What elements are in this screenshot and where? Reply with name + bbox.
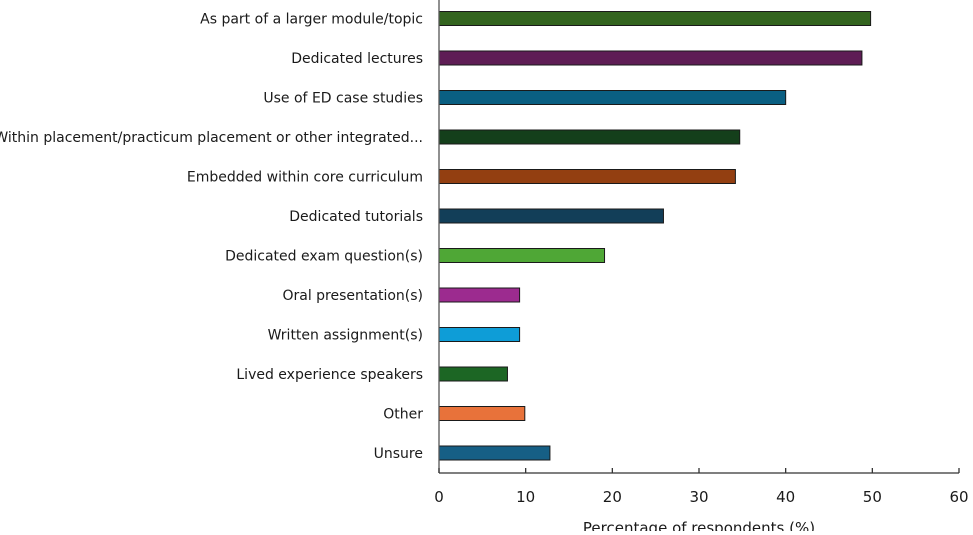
bars-group — [438, 11, 872, 461]
category-label-6: Dedicated tutorials — [289, 209, 423, 225]
x-tick-label-60: 60 — [949, 488, 968, 506]
bar-10 — [438, 366, 508, 382]
category-label-9: Written assignment(s) — [268, 328, 423, 344]
category-label-1: As part of a larger module/topic — [200, 12, 423, 28]
category-label-8: Oral presentation(s) — [282, 288, 423, 304]
bar-11 — [438, 406, 526, 421]
category-labels: As part of a larger module/topic Dedicate… — [0, 12, 423, 463]
category-label-10: Lived experience speakers — [236, 367, 423, 383]
bar-2 — [438, 50, 863, 66]
bar-9 — [438, 327, 521, 342]
category-label-12: Unsure — [374, 446, 423, 462]
category-label-2: Dedicated lectures — [291, 51, 423, 67]
bar-4 — [438, 129, 741, 145]
bar-1 — [438, 11, 872, 26]
category-label-5: Embedded within core curriculum — [187, 170, 423, 186]
x-tick-label-50: 50 — [863, 488, 882, 506]
category-label-11: Other — [383, 407, 423, 423]
bar-7 — [438, 248, 606, 263]
bar-3 — [438, 90, 787, 105]
category-label-3: Use of ED case studies — [263, 91, 423, 107]
x-tick-label-30: 30 — [689, 488, 708, 506]
x-tick-label-20: 20 — [603, 488, 622, 506]
bar-12 — [438, 445, 551, 461]
bar-8 — [438, 287, 521, 303]
x-tick-label-0: 0 — [434, 488, 444, 506]
x-ticks: 0 10 20 30 40 50 60 — [434, 468, 969, 506]
bar-5 — [438, 169, 736, 184]
bar-6 — [438, 208, 664, 224]
category-label-7: Dedicated exam question(s) — [225, 249, 423, 265]
x-tick-label-40: 40 — [776, 488, 795, 506]
x-axis-label: Percentage of respondents (%) — [583, 519, 815, 531]
category-label-4: Within placement/practicum placement or … — [0, 130, 423, 146]
x-tick-label-10: 10 — [516, 488, 535, 506]
